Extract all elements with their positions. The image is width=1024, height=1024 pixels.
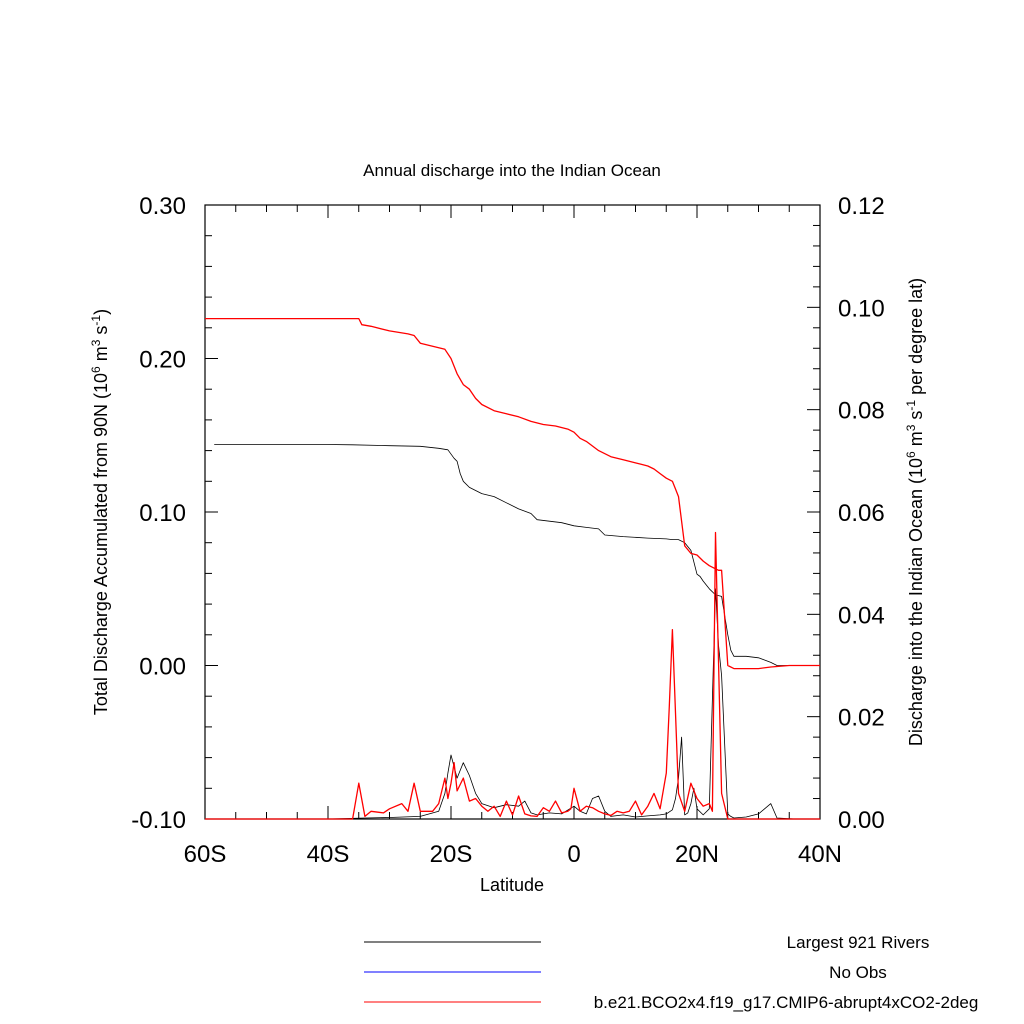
- y-axis-left-title: Total Discharge Accumulated from 90N (10…: [89, 309, 111, 715]
- plot-frame: [204, 204, 821, 820]
- series-line-b-e21-bco2x4-f19-g17-cmip6-abrupt4xco2-2deg-accumulated: [205, 317, 820, 670]
- chart-legend: Largest 921 Rivers No Obs b.e21.BCO2x4.f19…: [364, 933, 978, 1012]
- x-axis-title: Latitude: [480, 875, 544, 895]
- y-right-tick-label: 0.12: [838, 193, 885, 220]
- y-left-mid2: s: [91, 326, 111, 340]
- axis-tick-labels: 60S 40S 20S 0 20N 40N -0.10 0.00 0.10 0.20 0.30 0.0…: [131, 193, 884, 868]
- y-right-tick-label: 0.06: [838, 500, 885, 527]
- y-right-tick-label: 0.08: [838, 398, 885, 425]
- series-line-b-e21-bco2x4-f19-g17-cmip6-abrupt4xco2-2deg-per-degree: [205, 531, 820, 820]
- y-left-sup3: -1: [89, 315, 103, 326]
- axis-ticks: [204, 204, 821, 820]
- y-left-end: ): [91, 309, 111, 315]
- y-right-end: per degree lat): [906, 278, 926, 400]
- y-right-sup1: 6: [904, 451, 918, 458]
- y-right-tick-label: 0.02: [838, 705, 885, 732]
- data-series: [205, 317, 820, 820]
- y-left-tick-label: 0.00: [139, 654, 186, 681]
- y-right-tick-label: 0.00: [838, 807, 885, 834]
- y-right-sup2: 3: [904, 424, 918, 431]
- series-line-largest-921-rivers-accumulated: [214, 444, 820, 666]
- y-left-sup2: 3: [89, 339, 103, 346]
- y-axis-right-title: Discharge into the Indian Ocean (106 m3 …: [904, 278, 926, 746]
- y-right-tick-label: 0.10: [838, 295, 885, 322]
- x-tick-label: 20S: [430, 841, 473, 868]
- y-right-mid2: s: [906, 411, 926, 425]
- y-left-sup1: 6: [89, 366, 103, 373]
- y-left-tick-label: 0.30: [139, 193, 186, 220]
- y-left-tick-label: 0.10: [139, 500, 186, 527]
- y-left-mid: m: [91, 346, 111, 366]
- x-tick-label: 40S: [307, 841, 350, 868]
- y-right-text: Discharge into the Indian Ocean (10: [906, 458, 926, 746]
- y-left-tick-label: -0.10: [131, 807, 186, 834]
- x-tick-label: 40N: [798, 841, 842, 868]
- x-tick-label: 0: [567, 841, 580, 868]
- series-line-largest-921-rivers-per-degree: [214, 588, 820, 820]
- legend-label: Largest 921 Rivers: [787, 933, 930, 952]
- y-right-sup3: -1: [904, 400, 918, 411]
- x-tick-label: 20N: [675, 841, 719, 868]
- y-left-tick-label: 0.20: [139, 347, 186, 374]
- x-tick-label: 60S: [184, 841, 227, 868]
- y-right-tick-label: 0.04: [838, 602, 885, 629]
- y-right-mid: m: [906, 431, 926, 451]
- legend-label: No Obs: [829, 963, 887, 982]
- legend-label: b.e21.BCO2x4.f19_g17.CMIP6-abrupt4xCO2-2…: [594, 993, 979, 1012]
- chart-title: Annual discharge into the Indian Ocean: [363, 161, 661, 180]
- y-left-text: Total Discharge Accumulated from 90N (10: [91, 373, 111, 715]
